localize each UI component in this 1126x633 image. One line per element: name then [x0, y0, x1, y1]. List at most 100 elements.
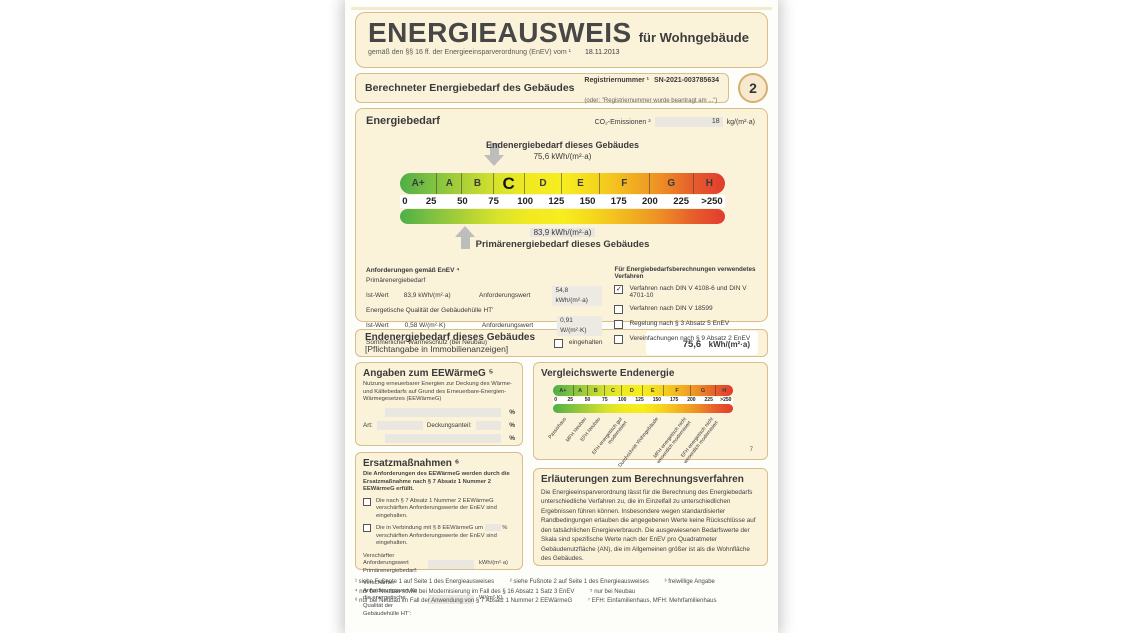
scale-tick: 225 — [673, 196, 690, 207]
scale-tick: 100 — [618, 397, 627, 403]
co2-label: CO₂-Emissionen ³ — [594, 118, 651, 126]
anforderungswert-1: 54,8 kWh/(m²·a) — [552, 286, 603, 307]
primaerenergie-arrow-up-icon — [455, 226, 475, 249]
certificate-header: ENERGIEAUSWEIS für Wohngebäude gemäß den… — [355, 12, 768, 68]
class-segment: A+ — [553, 385, 574, 396]
vergleich-footnote-mark: 7 — [749, 447, 753, 453]
scale-tick: 100 — [517, 196, 534, 207]
endenergie-arrow-down-icon — [484, 143, 505, 166]
verfahren-checkbox-1[interactable]: ✓ — [614, 285, 624, 294]
class-segment: F — [664, 385, 692, 396]
verschaerfter-wert-2-field[interactable] — [428, 594, 474, 604]
footnote: ⁶ nur bei Neubau im Fall der Anwendung v… — [355, 598, 573, 605]
endband-value-field: 75,6 kWh/(m²·a) — [646, 331, 758, 355]
scale-tick: 175 — [669, 397, 679, 403]
ersatz-option-1: Die nach § 7 Absatz 1 Nummer 2 EEWärmeG … — [376, 497, 497, 519]
scale-tick: 25 — [567, 397, 574, 403]
anforderungswert-2: 0,91 W/(m²·K) — [557, 316, 603, 337]
percent-sign: % — [509, 434, 515, 442]
energiebedarf-panel: Energiebedarf CO₂-Emissionen ³ 18 kg/(m²… — [355, 108, 768, 348]
verschaerfter-wert-1-field[interactable] — [428, 559, 474, 569]
co2-unit: kg/(m²·a) — [726, 118, 755, 126]
verschaerfter-wert-2-unit: W/(m²·K) — [479, 595, 503, 602]
verschaerfter-wert-1-unit: kWh/(m²·a) — [479, 560, 508, 567]
eew-input-field[interactable] — [475, 420, 501, 430]
ersatz-checkbox-2[interactable] — [363, 524, 371, 533]
scale-tick: 25 — [425, 196, 437, 207]
footnotes: ¹ siehe Fußnote 1 auf Seite 1 des Energi… — [355, 578, 768, 607]
verfahren-option-3: Regelung nach § 3 Absatz 5 EnEV — [629, 320, 730, 327]
footnote: ⁵ nur bei Neubau — [590, 588, 636, 595]
verschaerfter-wert-2-label: Verschärfter Anforderungswert für die en… — [363, 580, 418, 617]
scale-tick-row: 0 25 50 75 100 125 150 175 200 225 >250 — [400, 195, 725, 208]
eew-input-field[interactable] — [385, 407, 501, 417]
eewaermeg-panel: Angaben zum EEWärmeG ⁵ Nutzung erneuerba… — [355, 362, 523, 446]
page-number-badge: 2 — [738, 73, 768, 103]
verfahren-checkbox-2[interactable] — [614, 305, 624, 314]
vergleichswerte-panel: Vergleichswerte Endenergie A+ A B C D E … — [533, 362, 768, 469]
section-title: Berechneter Energiebedarf des Gebäudes — [365, 82, 575, 94]
class-segment: C — [605, 385, 623, 396]
scale-tick: >250 — [720, 397, 732, 403]
ist-wert-2: 0,58 W/(m²·K) — [404, 322, 446, 330]
scale-tick: 75 — [488, 196, 499, 207]
registration-number: SN-2021-003785634 — [654, 77, 719, 84]
percent-input-blank[interactable] — [484, 524, 501, 532]
erlaeuterungen-title: Erläuterungen zum Berechnungsverfahren — [541, 474, 744, 485]
scale-tick: 150 — [579, 196, 596, 207]
class-segment: E — [562, 173, 600, 194]
endenergie-label: Endenergiebedarf dieses Gebäudes — [485, 140, 640, 150]
previous-section-edge — [351, 7, 772, 10]
sommer-value-label: eingehalten — [568, 339, 603, 347]
class-segment: H — [705, 178, 713, 189]
eew-input-field[interactable] — [376, 420, 423, 430]
page-subtitle: für Wohngebäude — [638, 30, 749, 45]
class-segment: D — [622, 385, 643, 396]
registration-block: Registriernummer ¹ SN-2021-003785634 (ode… — [584, 68, 719, 108]
document-page: ENERGIEAUSWEIS für Wohngebäude gemäß den… — [345, 0, 778, 633]
eew-input-field[interactable] — [385, 433, 501, 443]
scale-tick: 200 — [687, 397, 696, 403]
ersatzmassnahmen-title: Ersatzmaßnahmen ⁶ — [363, 458, 460, 469]
class-segment: G — [650, 173, 694, 194]
ersatz-intro: Die Anforderungen des EEWärmeG werden du… — [363, 471, 510, 493]
verfahren-checkbox-4[interactable] — [614, 335, 624, 344]
ist-wert-label: Ist-Wert — [366, 322, 389, 330]
vergleich-scale: A+ A B C D E F G H 0 — [553, 385, 733, 413]
erlaeuterungen-panel: Erläuterungen zum Berechnungsverfahren D… — [533, 468, 768, 566]
ersatz-option-2: Die in Verbindung mit § 8 EEWärmeG um % … — [376, 524, 508, 547]
ersatz-checkbox-1[interactable] — [363, 497, 371, 506]
footnote: ³ freiwillige Angabe — [664, 579, 715, 585]
deckungsanteil-label: Deckungsanteil: — [426, 421, 472, 429]
requirements-title: Anforderungen gemäß EnEV ⁴ — [366, 267, 460, 274]
verfahren-checkbox-3[interactable] — [614, 320, 624, 329]
sommer-label: Sommerlicher Wärmeschutz (bei Neubau) — [366, 339, 488, 347]
scale-tick: 150 — [652, 397, 662, 403]
scale-tick: 200 — [641, 196, 658, 207]
huelle-quality-label: Energetische Qualität der Gebäudehülle H… — [366, 307, 494, 315]
vergleichswerte-title: Vergleichswerte Endenergie — [541, 368, 675, 379]
scale-tick: 125 — [635, 397, 644, 403]
regulation-date: 18.11.2013 — [584, 49, 620, 57]
class-segment: H — [722, 387, 727, 394]
anforderungswert-label: Anforderungswert — [481, 322, 534, 330]
class-segment: A+ — [400, 173, 438, 194]
scale-tick: 0 — [554, 397, 558, 403]
primaerenergie-row-label: Primärenergiebedarf — [366, 277, 426, 285]
class-segment: E — [643, 385, 664, 396]
class-segment: A — [574, 385, 588, 396]
page-title: ENERGIEAUSWEIS — [368, 17, 632, 48]
scale-tick: 0 — [402, 196, 408, 207]
anforderungswert-label: Anforderungswert — [479, 292, 531, 300]
endenergie-value: 75,6 kWh/(m²·a) — [533, 152, 592, 161]
verfahren-option-1: Verfahren nach DIN V 4108-6 und DIN V 47… — [629, 285, 747, 299]
class-segment: A — [437, 173, 463, 194]
co2-value-field[interactable]: 18 — [654, 117, 723, 127]
sommer-checkbox[interactable] — [553, 338, 563, 348]
ist-wert-label: Ist-Wert — [366, 292, 389, 300]
erlaeuterungen-body: Die Energieeinsparverordnung lässt für d… — [541, 489, 756, 563]
endband-subtitle: [Pflichtangabe in Immobilienanzeigen] — [365, 343, 509, 354]
percent-sign: % — [509, 408, 515, 416]
scale-tick: 125 — [548, 196, 565, 207]
